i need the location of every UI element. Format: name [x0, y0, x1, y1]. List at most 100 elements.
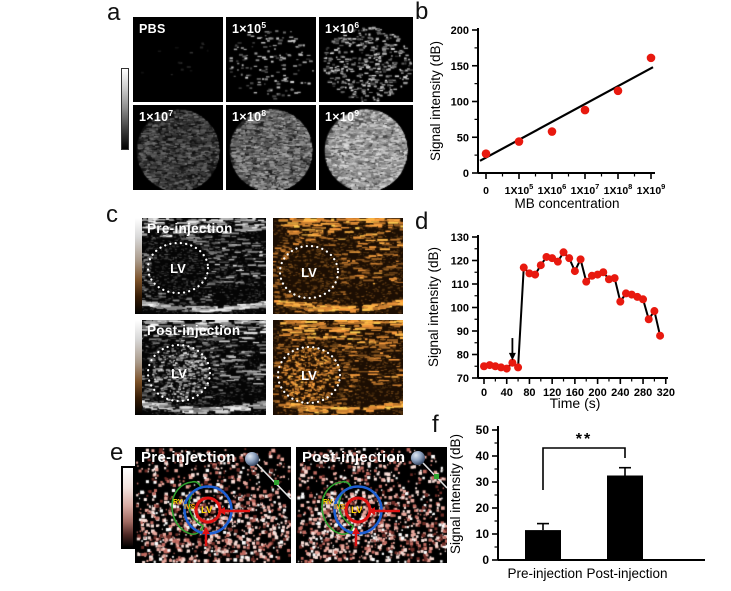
svg-text:50: 50	[457, 132, 469, 144]
lv-label: LV	[201, 505, 213, 516]
lv-dotted-circle	[146, 343, 212, 403]
lv-dotted-circle	[276, 345, 342, 405]
ultrasound-canvas	[273, 320, 403, 415]
ultrasound-image-pbs: PBS	[133, 17, 223, 102]
contrast-image-pre: LV	[273, 218, 403, 314]
svg-text:Signal intensity (dB): Signal intensity (dB)	[448, 434, 463, 554]
image-label: 1×105	[232, 20, 267, 37]
ultrasound-canvas	[226, 17, 316, 102]
contrast-image-post: LV	[273, 320, 403, 415]
svg-text:280: 280	[634, 387, 652, 399]
ultrasound-canvas	[135, 320, 266, 415]
svg-text:0: 0	[463, 168, 469, 180]
svg-text:70: 70	[457, 373, 469, 385]
lv-label: LV	[301, 265, 317, 280]
svg-text:1X108: 1X108	[604, 182, 633, 197]
image-label: Post-injection	[147, 323, 241, 338]
svg-text:Post-injection: Post-injection	[586, 566, 667, 581]
svg-text:100: 100	[451, 303, 469, 315]
svg-text:0: 0	[482, 553, 489, 567]
probe-sphere-icon	[411, 451, 425, 465]
svg-text:0: 0	[481, 387, 487, 399]
svg-text:Signal intensity (dB): Signal intensity (dB)	[426, 247, 441, 367]
chart-d-timecourse: 0 40 80 120 160 200 240 280 320 70 80 90 100 110 120 13…	[426, 232, 675, 411]
ultrasound-canvas	[296, 447, 447, 563]
measurement-overlay: RV IVS LV	[171, 452, 291, 546]
svg-text:120: 120	[451, 256, 469, 268]
svg-text:90: 90	[457, 326, 469, 338]
red-arrowhead	[202, 527, 210, 534]
bmode-image-post: Post-injection LV	[135, 320, 266, 415]
svg-text:40: 40	[501, 387, 513, 399]
image-label: PBS	[139, 22, 166, 37]
ultrasound-canvas	[133, 17, 223, 102]
ultrasound-canvas	[273, 218, 403, 314]
guide-marker-square	[274, 480, 279, 485]
rv-label: RV	[173, 499, 183, 506]
lv-overlay: LV	[146, 241, 210, 295]
red-arrowhead	[368, 507, 375, 515]
chart-f-bars: 0 10 20 30 40 50 Pre-injection Post-injection **…	[448, 423, 705, 581]
svg-text:110: 110	[451, 279, 469, 291]
probe-sphere-icon	[245, 452, 259, 466]
ultrasound-canvas	[135, 447, 291, 563]
svg-text:80: 80	[457, 350, 469, 362]
image-label: 1×107	[139, 108, 174, 125]
image-label: 1×108	[232, 108, 267, 125]
svg-text:320: 320	[657, 387, 675, 399]
lv-overlay: LV	[278, 244, 340, 300]
lv-label: LV	[170, 261, 186, 276]
lv-label: LV	[301, 368, 317, 383]
svg-text:100: 100	[451, 97, 469, 109]
ivs-label: IVS	[334, 504, 346, 511]
lv-overlay: LV	[146, 343, 212, 403]
lv-dotted-circle	[146, 241, 210, 295]
chart-b-scatter: 0 50 100 150 200 0 1X105 1X106 1X107 1X108 1X109 Si…	[428, 25, 666, 211]
intensity-colorbar	[135, 320, 142, 415]
ultrasound-image-1e6: 1×106	[319, 17, 413, 102]
ultrasound-canvas	[135, 218, 266, 314]
svg-text:200: 200	[451, 25, 469, 37]
svg-text:130: 130	[451, 232, 469, 244]
svg-text:1X105: 1X105	[505, 182, 534, 197]
svg-text:MB concentration: MB concentration	[514, 196, 619, 211]
svg-text:1X109: 1X109	[637, 182, 666, 197]
ivs-label: IVS	[184, 504, 196, 511]
shortaxis-image-post: Post-injection RV IVS LV	[296, 447, 447, 563]
pink-colorbar-e	[121, 466, 135, 549]
lv-label: LV	[171, 366, 187, 381]
ultrasound-canvas	[319, 105, 413, 190]
lv-label: LV	[351, 505, 363, 516]
svg-text:150: 150	[451, 61, 469, 73]
svg-text:40: 40	[476, 449, 490, 463]
svg-text:200: 200	[588, 387, 606, 399]
red-arrowhead	[218, 507, 225, 515]
svg-text:1X107: 1X107	[571, 182, 600, 197]
ultrasound-canvas	[319, 17, 413, 102]
ultrasound-image-1e8: 1×108	[226, 105, 316, 190]
svg-text:**: **	[576, 431, 592, 448]
svg-text:20: 20	[476, 501, 490, 515]
image-label: 1×109	[325, 108, 360, 125]
svg-text:160: 160	[566, 387, 584, 399]
svg-text:10: 10	[476, 527, 490, 541]
image-label: Pre-injection	[147, 221, 233, 236]
image-label: Post-injection	[302, 449, 406, 466]
rv-label: RV	[323, 499, 333, 506]
svg-text:0: 0	[483, 185, 489, 197]
panel-c-letter: c	[106, 201, 118, 228]
ultrasound-canvas	[226, 105, 316, 190]
guide-marker-square	[434, 474, 439, 479]
ultrasound-image-1e5: 1×105	[226, 17, 316, 102]
svg-text:240: 240	[611, 387, 629, 399]
panel-d-letter: d	[415, 208, 429, 235]
svg-text:120: 120	[543, 387, 561, 399]
ultrasound-image-1e7: 1×107	[133, 105, 223, 190]
svg-text:Signal intensity (dB): Signal intensity (dB)	[428, 41, 443, 161]
svg-text:30: 30	[476, 475, 490, 489]
panel-f-letter: f	[432, 411, 439, 438]
panel-a-letter: a	[107, 0, 121, 26]
grayscale-colorbar-a	[121, 68, 129, 150]
svg-text:Time (s): Time (s)	[550, 395, 601, 411]
